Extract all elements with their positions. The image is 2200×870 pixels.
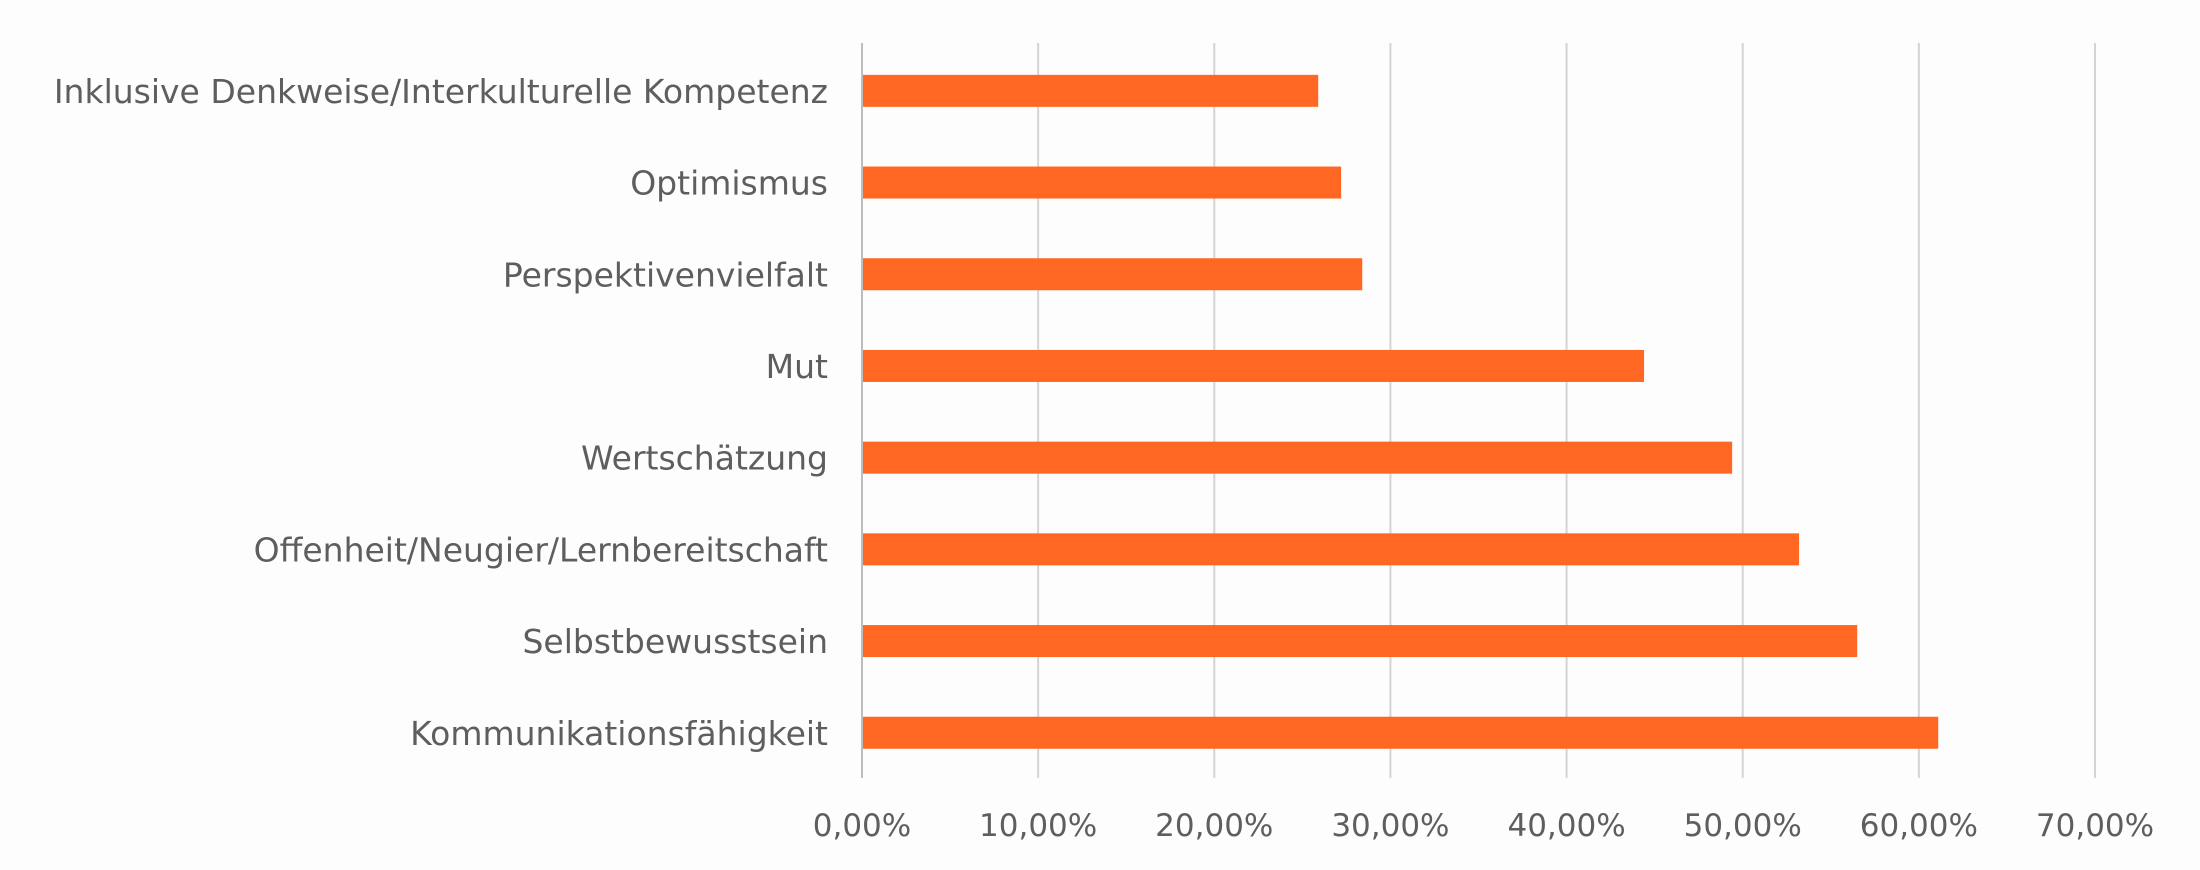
bar [863,166,1342,199]
x-tick-label: 40,00% [1507,808,1625,844]
category-label: Optimismus [630,164,828,203]
bar [863,349,1645,382]
category-label: Kommunikationsfähigkeit [410,714,828,753]
x-tick-label: 20,00% [1155,808,1273,844]
category-label: Offenheit/Neugier/Lernbereitschaft [254,530,828,569]
category-label: Mut [766,347,828,386]
labels: 0,00% 10,00% 20,00% 30,00% 40,00% 50,00% 60,00… [54,72,2154,844]
category-label: Inklusive Denkweise/Interkulturelle Komp… [54,72,828,111]
category-label: Perspektivenvielfalt [503,255,828,294]
bar [863,716,1939,749]
gridlines [1037,43,2096,778]
bar [863,533,1800,566]
x-tick-label: 0,00% [813,808,911,844]
category-label: Wertschätzung [581,439,828,478]
x-tick-label: 50,00% [1684,808,1802,844]
bars [863,74,1939,749]
category-label: Selbstbewusstsein [522,622,828,661]
x-tick-label: 70,00% [2036,808,2154,844]
bar [863,625,1858,658]
bar [863,441,1733,474]
bar [863,258,1363,291]
x-tick-label: 60,00% [1860,808,1978,844]
bar [863,74,1319,107]
x-tick-label: 30,00% [1331,808,1449,844]
x-tick-label: 10,00% [979,808,1097,844]
